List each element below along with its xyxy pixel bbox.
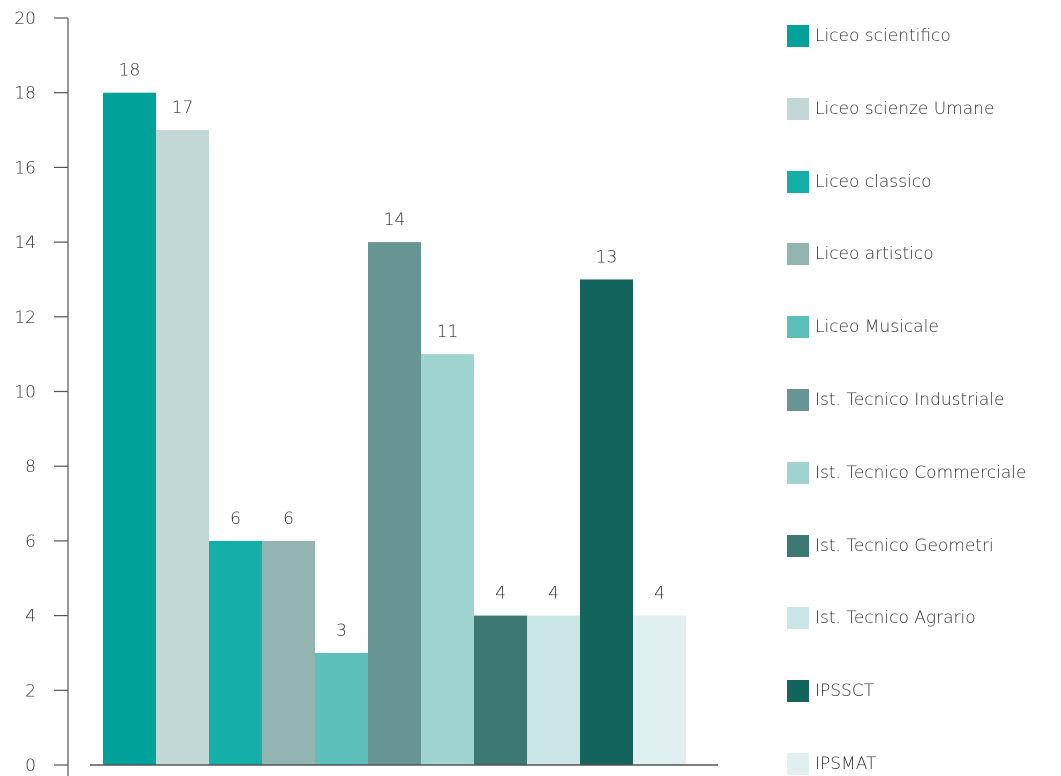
y-tick-label: 4	[25, 607, 36, 627]
y-tick-label: 20	[14, 9, 36, 29]
legend-label: Liceo artistico	[815, 244, 934, 265]
legend-swatch	[787, 753, 809, 775]
legend-swatch	[787, 607, 809, 630]
bar-value-label: 11	[437, 322, 459, 342]
bar	[527, 615, 580, 765]
bar-value-label: 14	[384, 210, 406, 230]
bars	[103, 92, 686, 766]
y-tick-label: 10	[14, 383, 36, 403]
legend-swatch	[787, 389, 809, 411]
bar-value-label: 4	[548, 584, 559, 604]
bar	[209, 540, 262, 765]
y-tick-label: 14	[14, 233, 36, 253]
bar	[262, 540, 315, 765]
legend-label: Ist. Tecnico Geometri	[815, 535, 994, 556]
bar-value-label: 17	[172, 98, 194, 118]
bar-value-label: 4	[495, 584, 506, 604]
data-labels: 18 17 6 6 3 14 11 4 4 13 4	[119, 61, 665, 641]
legend-swatch	[787, 461, 809, 484]
bar	[474, 615, 527, 765]
legend-label: IPSSCT	[815, 681, 875, 702]
legend-swatch	[787, 25, 809, 47]
bar	[103, 92, 156, 765]
legend-item: Liceo classico	[787, 170, 931, 194]
y-tick-label: 2	[25, 681, 36, 701]
legend-label: Liceo scienze Umane	[815, 98, 995, 119]
legend-item: Liceo artistico	[787, 242, 934, 266]
legend-swatch	[787, 534, 809, 557]
legend-label: Liceo classico	[815, 171, 932, 192]
legend-label: Ist. Tecnico Agrario	[815, 608, 976, 629]
bar	[421, 354, 474, 765]
y-tick-label: 16	[14, 158, 36, 178]
legend-item: Ist. Tecnico Commerciale	[787, 461, 1026, 485]
y-tick-label: 6	[25, 532, 36, 552]
bar-value-label: 6	[283, 509, 294, 529]
legend-item: Liceo scienze Umane	[787, 97, 994, 121]
y-tick-label: 12	[14, 308, 36, 328]
bar	[368, 242, 421, 766]
bar	[633, 615, 686, 765]
legend-item: Ist. Tecnico Geometri	[787, 534, 994, 558]
legend-swatch	[787, 316, 809, 339]
y-tick-label: 0	[25, 756, 36, 776]
legend-label: Liceo Musicale	[815, 317, 939, 338]
legend-item: IPSSCT	[787, 679, 874, 703]
legend-label: IPSMAT	[815, 754, 877, 774]
bar	[580, 279, 633, 765]
bar-value-label: 4	[654, 584, 665, 604]
legend-item: Ist. Tecnico Industriale	[787, 388, 1004, 412]
legend-item: Liceo Musicale	[787, 315, 939, 339]
legend-label: Liceo scientifico	[815, 26, 951, 46]
legend-item: Ist. Tecnico Agrario	[787, 606, 976, 630]
legend-label: Ist. Tecnico Commerciale	[815, 462, 1027, 483]
legend-swatch	[787, 97, 809, 120]
bar	[315, 652, 368, 765]
legend-swatch	[787, 680, 809, 703]
legend-swatch	[787, 243, 809, 266]
legend-item: IPSMAT	[787, 752, 876, 776]
y-axis: 0 2 4 6 8 10 12 14 16 18 20	[14, 9, 69, 776]
legend-item: Liceo scientifico	[787, 24, 951, 48]
bar	[156, 130, 209, 766]
bar-value-label: 3	[336, 621, 347, 641]
y-tick-label: 8	[25, 457, 36, 477]
y-tick-label: 18	[14, 84, 36, 104]
legend-label: Ist. Tecnico Industriale	[815, 390, 1005, 410]
bar-value-label: 18	[119, 61, 141, 81]
bar-value-label: 6	[230, 509, 241, 529]
bar-value-label: 13	[596, 247, 618, 267]
legend-swatch	[787, 170, 809, 193]
